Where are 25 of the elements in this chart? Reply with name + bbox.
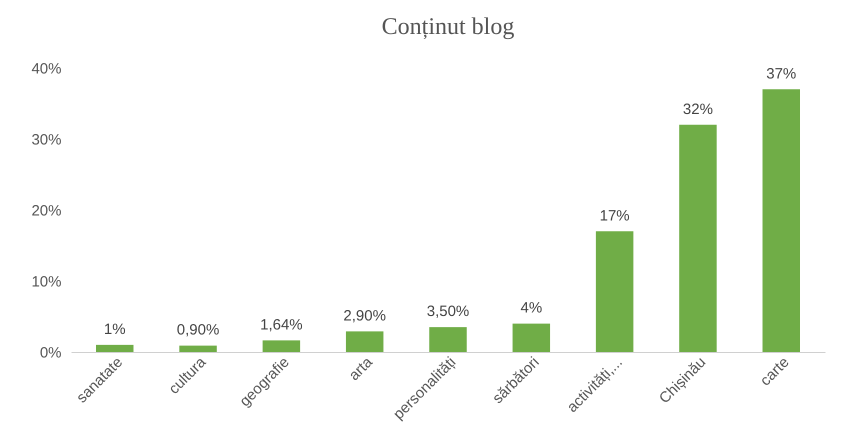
bar [429, 327, 467, 352]
bar [679, 124, 717, 352]
data-label: 32% [682, 100, 713, 118]
y-tick-label: 0% [40, 344, 62, 362]
bar [96, 344, 134, 352]
bar [596, 231, 634, 352]
bar [179, 346, 217, 352]
bar [512, 324, 550, 352]
y-tick-label: 40% [31, 60, 62, 78]
y-tick-label: 20% [31, 202, 62, 220]
data-label: 17% [600, 207, 630, 224]
bar [262, 340, 300, 352]
data-label: 1,64% [260, 316, 303, 334]
y-tick-label: 10% [31, 274, 62, 290]
data-label: 37% [766, 65, 796, 82]
data-label: 0,90% [176, 322, 220, 339]
chart-title: Conținut blog [382, 14, 514, 40]
data-label: 4% [520, 300, 542, 317]
data-label: 2,90% [343, 307, 386, 324]
data-label: 1% [104, 320, 126, 338]
y-tick-label: 30% [31, 132, 62, 148]
bar [346, 331, 384, 352]
bar [762, 89, 800, 352]
x-tick-label: arta [346, 353, 376, 384]
data-label: 3,50% [426, 303, 470, 320]
